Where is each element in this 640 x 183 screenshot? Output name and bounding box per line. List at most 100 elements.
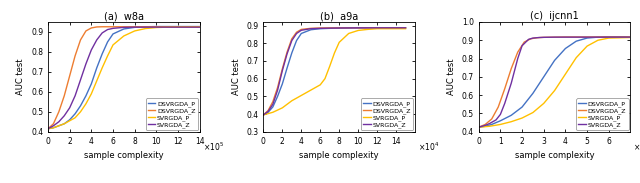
DSVRGDA_Z [561,36,569,38]
X-axis label: sample complexity: sample complexity [515,151,595,160]
DSVRGDA_Z [488,118,495,120]
SVRGDA_P [77,111,84,113]
DSVRGDA_P [373,27,381,29]
DSVRGDA_Z [109,26,117,28]
SVRGDA_P [185,26,193,28]
Line: DSVRGDA_P: DSVRGDA_P [48,27,200,129]
DSVRGDA_P [307,29,315,31]
SVRGDA_P [88,93,95,95]
SVRGDA_P [71,117,79,119]
DSVRGDA_Z [196,26,204,28]
DSVRGDA_Z [284,51,291,53]
Line: SVRGDA_P: SVRGDA_P [479,38,630,127]
SVRGDA_P [529,111,537,114]
DSVRGDA_Z [627,36,634,38]
Line: SVRGDA_Z: SVRGDA_Z [48,27,200,129]
SVRGDA_Z [49,125,57,127]
DSVRGDA_P [284,67,291,69]
Text: $\times10^{5}$: $\times10^{5}$ [634,141,640,154]
DSVRGDA_Z [307,27,315,29]
DSVRGDA_P [605,36,612,38]
SVRGDA_Z [88,49,95,51]
SVRGDA_P [321,78,329,80]
SVRGDA_P [335,41,343,43]
SVRGDA_Z [264,110,272,113]
SVRGDA_Z [77,79,84,81]
DSVRGDA_P [120,28,127,30]
Text: $\times10^{4}$: $\times10^{4}$ [418,141,439,154]
DSVRGDA_P [475,126,483,128]
DSVRGDA_P [141,26,149,28]
Line: SVRGDA_P: SVRGDA_P [264,29,406,115]
DSVRGDA_Z [269,100,276,103]
DSVRGDA_P [594,36,602,38]
SVRGDA_P [196,26,204,28]
SVRGDA_Z [525,38,532,40]
SVRGDA_Z [583,36,591,38]
SVRGDA_P [497,123,504,126]
SVRGDA_P [316,84,324,86]
Line: SVRGDA_Z: SVRGDA_Z [479,37,630,127]
DSVRGDA_P [196,25,204,28]
DSVRGDA_P [55,125,63,127]
DSVRGDA_P [260,114,268,116]
X-axis label: sample complexity: sample complexity [84,151,164,160]
Line: DSVRGDA_Z: DSVRGDA_Z [479,37,630,127]
SVRGDA_Z [99,32,106,34]
DSVRGDA_Z [55,111,63,113]
SVRGDA_Z [152,26,160,28]
DSVRGDA_Z [551,36,559,38]
DSVRGDA_P [104,41,111,43]
SVRGDA_P [93,80,100,82]
DSVRGDA_P [540,76,548,78]
SVRGDA_P [109,44,117,46]
DSVRGDA_P [66,119,74,121]
SVRGDA_P [120,35,127,37]
DSVRGDA_P [152,25,160,28]
SVRGDA_P [583,45,591,47]
DSVRGDA_Z [292,31,300,33]
Title: (b)  a9a: (b) a9a [320,11,358,21]
DSVRGDA_P [274,95,282,97]
SVRGDA_Z [508,82,515,84]
DSVRGDA_Z [49,123,57,125]
DSVRGDA_Z [514,51,522,53]
DSVRGDA_Z [481,123,489,126]
DSVRGDA_P [355,27,362,29]
SVRGDA_P [627,36,634,39]
SVRGDA_Z [536,36,543,39]
SVRGDA_P [49,127,57,129]
Line: SVRGDA_Z: SVRGDA_Z [264,28,406,115]
DSVRGDA_Z [335,27,343,29]
Line: SVRGDA_P: SVRGDA_P [48,27,200,129]
DSVRGDA_Z [501,88,509,90]
DSVRGDA_P [93,67,100,69]
DSVRGDA_P [583,37,591,39]
SVRGDA_Z [260,114,268,116]
DSVRGDA_Z [278,68,286,70]
DSVRGDA_P [326,27,333,29]
SVRGDA_Z [551,36,559,38]
DSVRGDA_Z [93,26,100,28]
DSVRGDA_P [44,128,52,130]
DSVRGDA_Z [520,41,528,43]
SVRGDA_Z [335,27,343,29]
SVRGDA_P [288,100,296,102]
SVRGDA_P [44,128,52,130]
SVRGDA_Z [501,102,509,104]
Legend: DSVRGDA_P, DSVRGDA_Z, SVRGDA_P, SVRGDA_Z: DSVRGDA_P, DSVRGDA_Z, SVRGDA_P, SVRGDA_Z [361,98,413,130]
SVRGDA_Z [529,37,537,39]
SVRGDA_Z [518,45,526,47]
DSVRGDA_Z [66,75,74,77]
DSVRGDA_P [109,33,117,35]
DSVRGDA_P [488,123,495,126]
SVRGDA_Z [82,63,90,65]
X-axis label: sample complexity: sample complexity [300,151,379,160]
SVRGDA_Z [66,107,74,109]
DSVRGDA_Z [527,38,534,40]
SVRGDA_P [551,89,559,92]
SVRGDA_Z [307,28,315,30]
SVRGDA_P [163,26,171,28]
Title: (a)  w8a: (a) w8a [104,11,144,21]
SVRGDA_Z [514,57,522,60]
